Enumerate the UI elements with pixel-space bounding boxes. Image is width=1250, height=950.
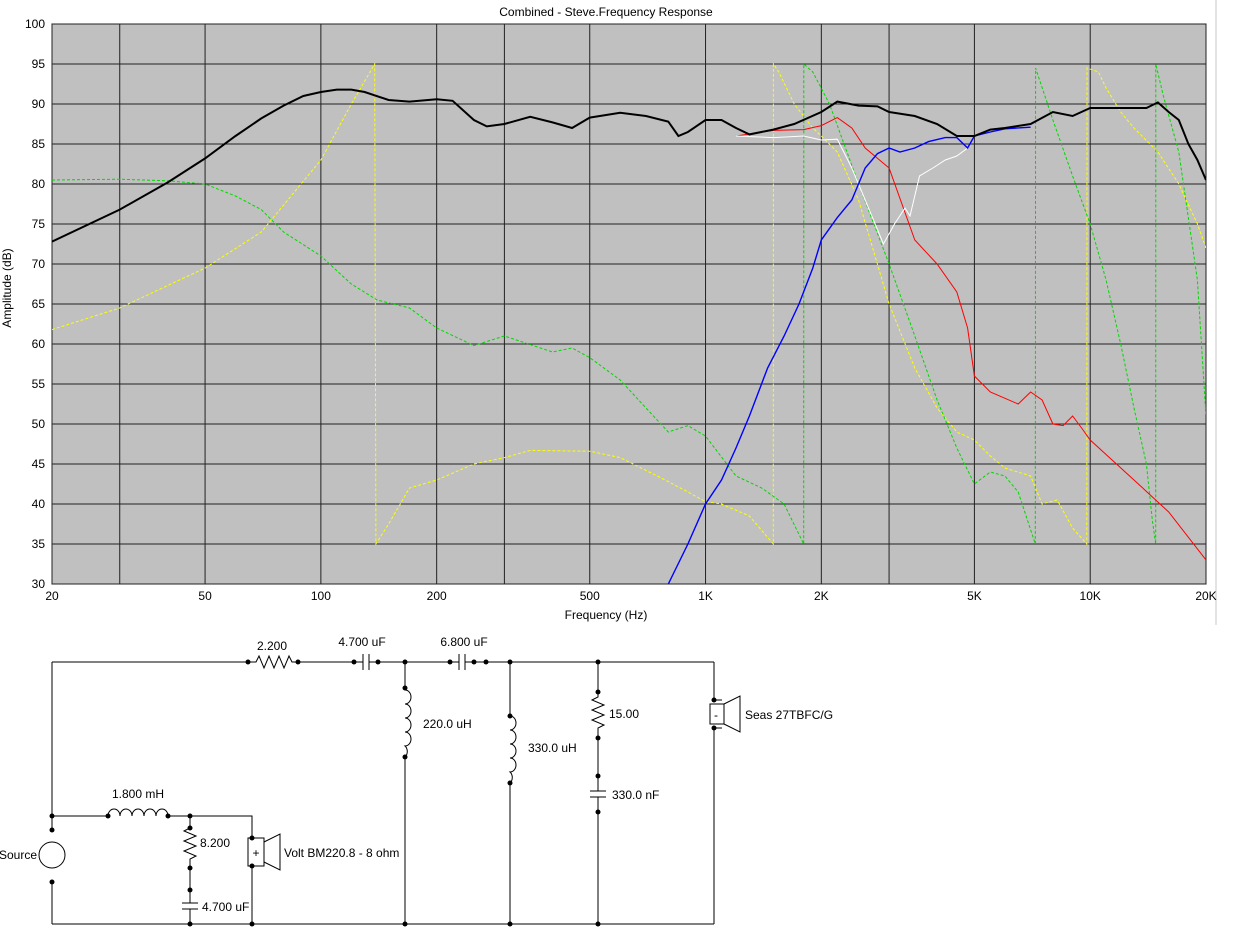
series-line-0: [52, 62, 1206, 546]
x-tick-label: 20K: [1195, 589, 1216, 603]
capacitor-4u7-top: [354, 654, 378, 670]
label-c-woofer: 4.700 uF: [202, 900, 249, 914]
x-axis-label: Frequency (Hz): [565, 608, 648, 622]
capacitor-4u7-woofer: [182, 900, 198, 924]
x-tick-label: 50: [198, 589, 212, 603]
y-tick-label: 30: [32, 577, 46, 591]
frequency-response-chart: 30 35 40 45 50 55 60 65 70 75 80 85 90 95 100 20 50 100 20…: [0, 0, 1217, 625]
y-tick-label: 80: [32, 177, 46, 191]
label-woofer: Volt BM220.8 - 8 ohm: [284, 846, 399, 860]
label-l-woofer: 1.800 mH: [112, 787, 164, 801]
y-tick-label: 90: [32, 97, 46, 111]
label-c-series-1: 4.700 uF: [338, 635, 385, 649]
y-axis-label: Amplitude (dB): [0, 248, 14, 327]
junction-dots: [49, 659, 717, 927]
x-tick-label: 2K: [814, 589, 829, 603]
y-tick-label: 65: [32, 297, 46, 311]
y-tick-label: 35: [32, 537, 46, 551]
woofer-symbol: [247, 833, 281, 871]
resistor-8r2: [182, 816, 198, 900]
y-tick-label: 60: [32, 337, 46, 351]
series-line-5: [52, 88, 1206, 243]
label-woofer-plus: +: [252, 846, 259, 860]
inductor-220uh: [403, 662, 412, 924]
source-symbol: [38, 841, 66, 869]
series-line-3: [735, 135, 975, 246]
x-tick-label: 20: [45, 589, 59, 603]
label-c-zobel: 330.0 nF: [612, 788, 659, 802]
label-c-series-2: 6.800 uF: [440, 635, 487, 649]
tweeter-symbol: [709, 695, 741, 733]
x-tick-label: 1K: [698, 589, 713, 603]
series-line-1: [52, 62, 1206, 545]
label-tweeter-minus: -: [714, 708, 718, 722]
y-tick-label: 75: [32, 217, 46, 231]
inductor-330uh: [508, 662, 517, 924]
inductor-1m8: [107, 808, 169, 817]
label-l-shunt-1: 220.0 uH: [423, 717, 472, 731]
series-line-2: [735, 117, 1206, 561]
x-tick-label: 500: [580, 589, 600, 603]
x-tick-label: 5K: [967, 589, 982, 603]
capacitor-330n: [590, 774, 606, 924]
label-r-woofer: 8.200: [200, 836, 230, 850]
x-tick-label: 200: [427, 589, 447, 603]
y-tick-label: 95: [32, 57, 46, 71]
label-tweeter: Seas 27TBFC/G: [745, 708, 833, 722]
y-tick-label: 50: [32, 417, 46, 431]
y-tick-label: 100: [25, 17, 45, 31]
series-line-4: [667, 126, 1031, 584]
wire-woofer-top: [52, 815, 253, 924]
x-tick-label: 10K: [1080, 589, 1101, 603]
chart-title: Combined - Steve.Frequency Response: [499, 5, 713, 19]
label-l-shunt-2: 330.0 uH: [528, 741, 577, 755]
y-tick-label: 85: [32, 137, 46, 151]
label-r-series: 2.200: [257, 639, 287, 653]
y-tick-label: 40: [32, 497, 46, 511]
label-r-zobel: 15.00: [609, 707, 639, 721]
label-source: Source: [0, 848, 37, 862]
resistor-2r2: [248, 654, 298, 670]
y-tick-label: 55: [32, 377, 46, 391]
resistor-15r: [590, 662, 606, 774]
x-tick-label: 100: [311, 589, 331, 603]
capacitor-6u8: [450, 654, 474, 670]
y-tick-label: 45: [32, 457, 46, 471]
y-tick-label: 70: [32, 257, 46, 271]
